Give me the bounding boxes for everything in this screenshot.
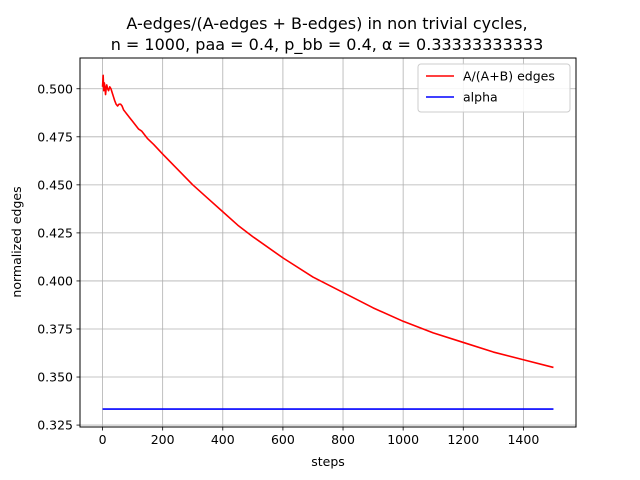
y-tick-label: 0.375 — [37, 321, 73, 336]
x-tick-label: 0 — [99, 432, 107, 447]
y-tick-label: 0.475 — [37, 129, 73, 144]
x-axis-ticks: 0 200 400 600 800 1000 1200 1400 — [99, 427, 539, 447]
x-axis-label: steps — [311, 454, 345, 469]
x-tick-label: 1400 — [507, 432, 539, 447]
series-group — [101, 74, 554, 410]
y-axis-ticks: 0.325 0.350 0.375 0.400 0.425 0.450 0.475 0.500 — [37, 81, 80, 433]
legend-box — [417, 63, 571, 113]
y-axis-label: normalized edges — [9, 186, 24, 297]
y-tick-label: 0.425 — [37, 225, 73, 240]
plot-frame — [79, 57, 577, 428]
grid — [80, 58, 576, 427]
chart-title-line-2: n = 1000, paa = 0.4, p_bb = 0.4, α = 0.3… — [111, 35, 544, 55]
y-tick-label: 0.400 — [37, 273, 73, 288]
x-tick-label: 800 — [331, 432, 355, 447]
series-line-0 — [101, 74, 554, 369]
y-tick-label: 0.500 — [37, 81, 73, 96]
x-tick-label: 1200 — [447, 432, 479, 447]
legend: A/(A+B) edges alpha — [417, 63, 571, 113]
legend-label-1: alpha — [463, 90, 498, 105]
x-tick-label: 600 — [271, 432, 295, 447]
x-tick-label: 200 — [151, 432, 175, 447]
chart-title-line-1: A-edges/(A-edges + B-edges) in non trivi… — [126, 14, 527, 33]
y-tick-label: 0.325 — [37, 418, 73, 433]
y-tick-label: 0.350 — [37, 370, 73, 385]
x-tick-label: 1000 — [387, 432, 419, 447]
x-tick-label: 400 — [211, 432, 235, 447]
y-tick-label: 0.450 — [37, 177, 73, 192]
legend-label-0: A/(A+B) edges — [463, 69, 555, 84]
